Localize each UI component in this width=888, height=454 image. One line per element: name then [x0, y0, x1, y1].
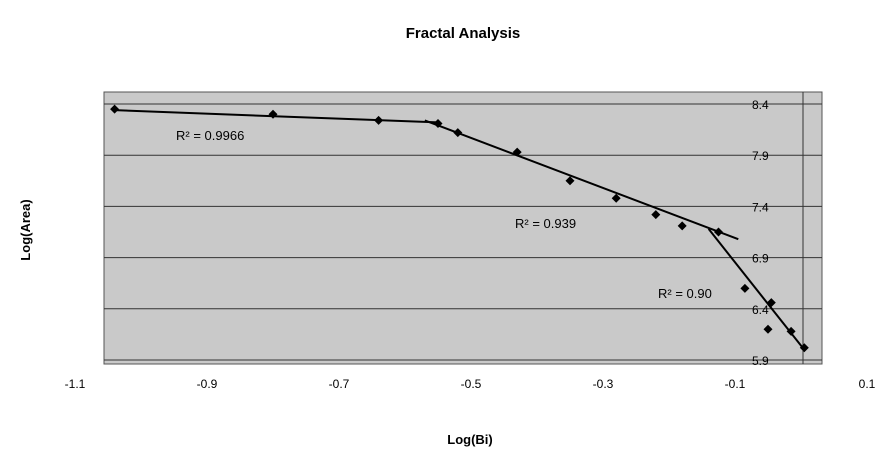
- x-tick-label: -0.3: [593, 377, 614, 391]
- data-point: [512, 147, 522, 157]
- y-tick-label: 8.4: [752, 98, 769, 112]
- r2-label: R² = 0.9966: [176, 128, 244, 143]
- data-points: [110, 104, 809, 353]
- x-axis-ticks: -1.1 -0.9 -0.7 -0.5 -0.3 -0.1 0.1: [65, 377, 876, 391]
- data-point: [374, 115, 384, 125]
- data-point: [766, 298, 776, 308]
- data-point: [268, 109, 278, 119]
- x-tick-label: -1.1: [65, 377, 86, 391]
- y-axis-title: Log(Area): [18, 199, 33, 260]
- y-tick-label: 7.4: [752, 200, 769, 214]
- data-point: [799, 343, 809, 353]
- trendline: [114, 109, 439, 124]
- y-tick-label: 6.4: [752, 303, 769, 317]
- data-point: [786, 326, 796, 336]
- r2-label: R² = 0.90: [658, 286, 712, 301]
- data-point: [677, 221, 687, 231]
- data-point: [565, 176, 575, 186]
- r2-label: R² = 0.939: [515, 216, 576, 231]
- data-point: [433, 118, 443, 128]
- data-point: [714, 227, 723, 237]
- r2-labels: R² = 0.9966 R² = 0.939 R² = 0.90: [176, 128, 712, 301]
- x-axis-title: Log(Bi): [447, 432, 492, 447]
- x-tick-label: -0.7: [329, 377, 350, 391]
- data-point: [740, 283, 750, 293]
- data-point: [453, 128, 463, 138]
- trendline: [424, 119, 739, 241]
- x-tick-label: -0.1: [725, 377, 746, 391]
- data-point: [763, 324, 773, 334]
- y-axis-ticks: 5.9 6.4 6.9 7.4 7.9 8.4: [752, 98, 769, 368]
- y-tick-label: 7.9: [752, 149, 769, 163]
- x-tick-label: -0.9: [197, 377, 218, 391]
- x-tick-label: 0.1: [859, 377, 876, 391]
- data-point: [651, 210, 661, 220]
- x-tick-label: -0.5: [461, 377, 482, 391]
- data-point: [110, 104, 120, 114]
- gridlines: [104, 92, 822, 364]
- chart-title: Fractal Analysis: [406, 25, 521, 42]
- data-point: [611, 193, 621, 203]
- plot-area: [103, 91, 823, 365]
- y-tick-label: 6.9: [752, 252, 769, 266]
- y-tick-label: 5.9: [752, 354, 769, 368]
